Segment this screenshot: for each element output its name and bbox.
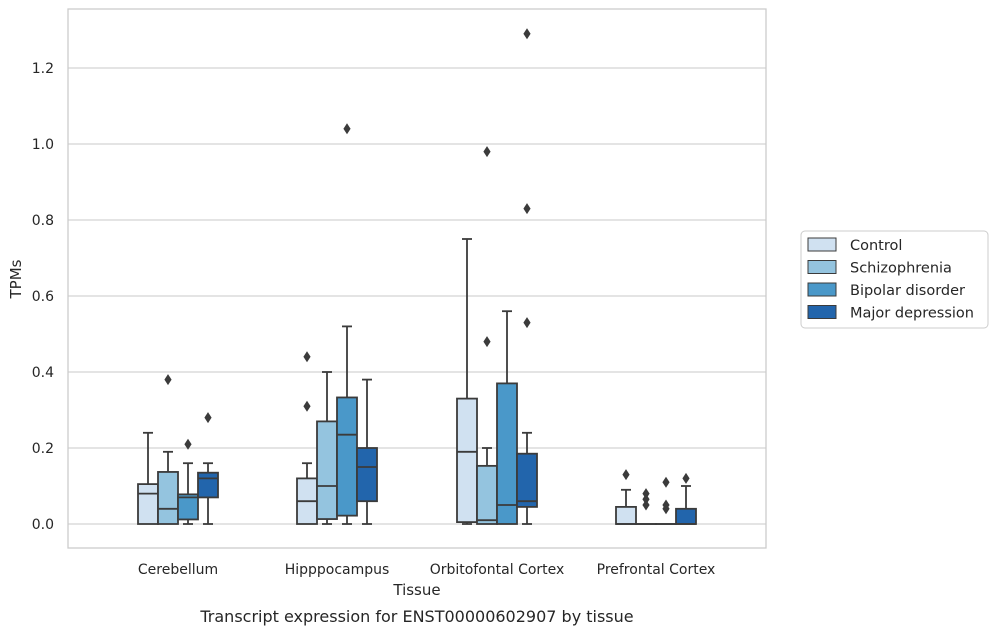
y-tick-label: 0.6 — [32, 289, 54, 305]
outlier-point — [523, 28, 531, 40]
outlier-point — [303, 351, 311, 363]
legend-swatch — [807, 237, 837, 252]
iqr-box — [137, 483, 159, 525]
box-control — [296, 351, 318, 525]
outlier-point — [622, 469, 630, 481]
outlier-point — [303, 400, 311, 412]
iqr-box — [476, 464, 498, 525]
box-control — [137, 431, 159, 525]
outlier-point — [483, 146, 491, 158]
legend-label: Bipolar disorder — [850, 283, 965, 299]
iqr-box — [197, 471, 219, 499]
outlier-point — [204, 412, 212, 424]
y-tick-label: 0.2 — [32, 441, 54, 457]
iqr-box — [177, 493, 199, 521]
box-major-depression — [516, 28, 538, 525]
legend-swatch — [807, 305, 837, 319]
box-groups — [137, 28, 697, 525]
box-schizophrenia — [316, 371, 338, 525]
outlier-point — [483, 336, 491, 348]
plot-frame — [67, 8, 767, 549]
y-tick-label: 0.8 — [32, 213, 54, 229]
y-axis-label: TPMs — [7, 259, 25, 299]
legend-frame — [800, 230, 989, 329]
y-tick-label: 1.2 — [32, 61, 54, 77]
outlier-point — [642, 488, 650, 500]
iqr-box — [157, 471, 179, 525]
box-control — [615, 469, 637, 525]
iqr-box — [496, 382, 518, 525]
iqr-box — [615, 505, 637, 525]
legend-label: Schizophrenia — [850, 261, 952, 277]
box-bipolar-disorder — [655, 476, 677, 525]
y-tick-labels: 0.0 0.2 0.4 0.6 0.8 1.0 1.2 — [32, 61, 54, 533]
iqr-box — [516, 452, 538, 508]
outlier-point — [343, 123, 351, 135]
outlier-point — [682, 472, 690, 484]
box-major-depression — [675, 472, 697, 525]
box-schizophrenia — [157, 374, 179, 525]
outlier-point — [523, 317, 531, 329]
iqr-box — [456, 397, 478, 524]
x-tick-label: Hipppocampus — [285, 562, 390, 578]
x-tick-label: Prefrontal Cortex — [597, 562, 716, 578]
outlier-point — [523, 203, 531, 215]
y-tick-label: 0.0 — [32, 517, 54, 533]
legend-swatch — [807, 260, 837, 274]
box-major-depression — [356, 378, 378, 525]
outlier-point — [184, 438, 192, 450]
grid-lines — [68, 67, 766, 525]
x-tick-labels: Cerebellum Hipppocampus Orbitofontal Corte… — [138, 562, 715, 578]
legend-label: Major depression — [850, 306, 974, 322]
box-schizophrenia — [476, 146, 498, 525]
box-bipolar-disorder — [496, 310, 518, 525]
box-control — [456, 238, 478, 525]
iqr-box — [356, 447, 378, 503]
y-tick-label: 1.0 — [32, 137, 54, 153]
outlier-point — [662, 476, 670, 488]
legend: Control Schizophrenia Bipolar disorder Majo… — [800, 230, 989, 329]
outlier-point — [164, 374, 172, 386]
outlier-point — [642, 493, 650, 505]
x-tick-label: Orbitofontal Cortex — [430, 562, 565, 578]
legend-swatch — [807, 282, 837, 297]
outlier-point — [642, 499, 650, 511]
box-bipolar-disorder — [336, 123, 358, 525]
y-tick-label: 0.4 — [32, 365, 54, 381]
x-axis-label: Tissue — [392, 581, 440, 599]
iqr-box — [336, 396, 358, 517]
chart-caption: Transcript expression for ENST0000060290… — [199, 607, 633, 626]
x-tick-label: Cerebellum — [138, 562, 218, 578]
legend-label: Control — [850, 238, 902, 254]
outlier-point — [662, 499, 670, 511]
iqr-box — [675, 507, 697, 525]
box-bipolar-disorder — [177, 438, 199, 525]
iqr-box — [316, 420, 338, 520]
box-schizophrenia — [635, 488, 657, 525]
box-major-depression — [197, 412, 219, 525]
